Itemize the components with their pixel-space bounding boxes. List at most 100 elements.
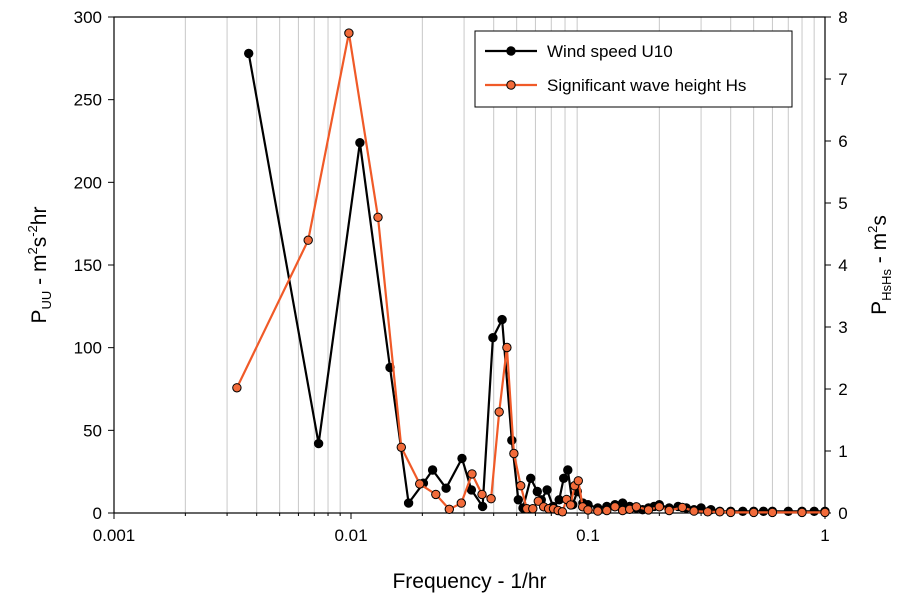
data-point (610, 502, 620, 512)
legend-label: Wind speed U10 (547, 42, 673, 61)
y-right-title-sub: HsHs (879, 269, 894, 301)
data-point (528, 504, 538, 514)
y-left-tick-label: 0 (93, 504, 102, 523)
data-point (513, 495, 523, 505)
series-line (247, 53, 825, 513)
y-right-title-sup1: 2 (865, 226, 880, 233)
data-point (431, 489, 441, 500)
data-point (415, 479, 425, 489)
data-point (715, 507, 725, 517)
data-point (488, 333, 498, 343)
data-point (749, 507, 759, 518)
y-left-tick-label: 50 (83, 421, 102, 440)
y-left-title-sup2: -2 (25, 225, 40, 237)
legend-marker (506, 80, 516, 90)
y-right-tick-label: 6 (838, 132, 847, 151)
x-tick-label: 0.1 (576, 526, 600, 545)
data-point (244, 48, 254, 59)
legend-marker (506, 46, 516, 56)
data-point (573, 476, 583, 486)
data-point (664, 505, 674, 516)
data-point (563, 465, 573, 475)
data-point (533, 496, 543, 506)
y-right-title-base: P (868, 301, 891, 315)
x-axis: 0.001 0.01 0.1 1 (93, 513, 830, 545)
data-point (427, 465, 438, 475)
legend-box (474, 30, 793, 108)
y-right-title-text: - m (868, 233, 891, 269)
y-axis-left-title: PUU - m2s-2hr (25, 207, 54, 324)
data-point (809, 506, 819, 516)
data-point (502, 342, 512, 353)
data-point (602, 505, 612, 516)
y-left-tick-label: 150 (74, 256, 102, 275)
x-tick-label: 1 (820, 526, 829, 545)
data-point (373, 212, 383, 223)
y-right-tick-label: 2 (838, 380, 847, 399)
data-point (396, 442, 406, 452)
y-left-tick-label: 200 (74, 173, 102, 192)
y-right-tick-label: 8 (838, 8, 847, 27)
data-point (583, 505, 593, 515)
data-point (486, 494, 496, 504)
data-point (631, 502, 642, 512)
legend: Wind speed U10 Significant wave height Hs (474, 30, 793, 108)
legend-label: Significant wave height Hs (547, 76, 746, 95)
y-right-tick-label: 3 (838, 318, 847, 337)
data-point (355, 138, 365, 148)
x-axis-title: Frequency - 1/hr (392, 570, 546, 593)
data-point (403, 498, 414, 508)
y-left-tick-label: 300 (74, 8, 102, 27)
data-point (566, 500, 576, 510)
y-right-tick-label: 1 (838, 442, 847, 461)
data-point (654, 502, 664, 512)
y-axis-right-title: PHsHs - m2s (865, 215, 894, 315)
data-point (494, 407, 504, 417)
data-point (703, 507, 713, 517)
data-point (557, 507, 568, 517)
y-right-tick-label: 0 (838, 504, 847, 523)
data-point (526, 473, 536, 483)
data-point (738, 506, 748, 516)
data-point (677, 502, 687, 513)
data-point (593, 506, 603, 516)
y-left-title-sup1: 2 (25, 247, 40, 254)
y-axis-right: 0 1 2 3 4 5 6 7 8 (825, 8, 848, 523)
data-point (477, 489, 487, 500)
series-2 (232, 28, 830, 518)
data-point (767, 507, 778, 518)
data-point (726, 507, 736, 518)
data-point (820, 507, 830, 518)
y-right-title-end: s (868, 215, 891, 226)
series-layer (232, 28, 830, 518)
data-point (344, 28, 354, 38)
data-point (303, 235, 313, 245)
data-point (497, 314, 507, 325)
data-point (313, 438, 324, 449)
data-point (516, 481, 526, 491)
y-right-tick-label: 5 (838, 194, 847, 213)
y-right-tick-label: 7 (838, 70, 847, 89)
data-point (444, 504, 454, 514)
y-left-tick-label: 250 (74, 91, 102, 110)
data-point (559, 473, 569, 483)
data-point (456, 498, 466, 508)
data-point (467, 469, 477, 479)
data-point (477, 501, 488, 512)
data-point (643, 505, 654, 515)
x-tick-label: 0.001 (93, 526, 136, 545)
data-point (797, 507, 807, 518)
data-point (532, 486, 542, 497)
data-point (466, 485, 477, 495)
data-point (509, 448, 519, 459)
y-left-tick-label: 100 (74, 339, 102, 358)
y-left-title-mid: s (28, 237, 51, 248)
data-point (542, 485, 552, 495)
data-point (232, 383, 242, 393)
data-point (758, 506, 769, 516)
y-right-tick-label: 4 (838, 256, 847, 275)
y-axis-left: 0 50 100 150 200 250 300 (74, 8, 114, 523)
data-point (783, 506, 793, 516)
data-point (689, 506, 699, 516)
